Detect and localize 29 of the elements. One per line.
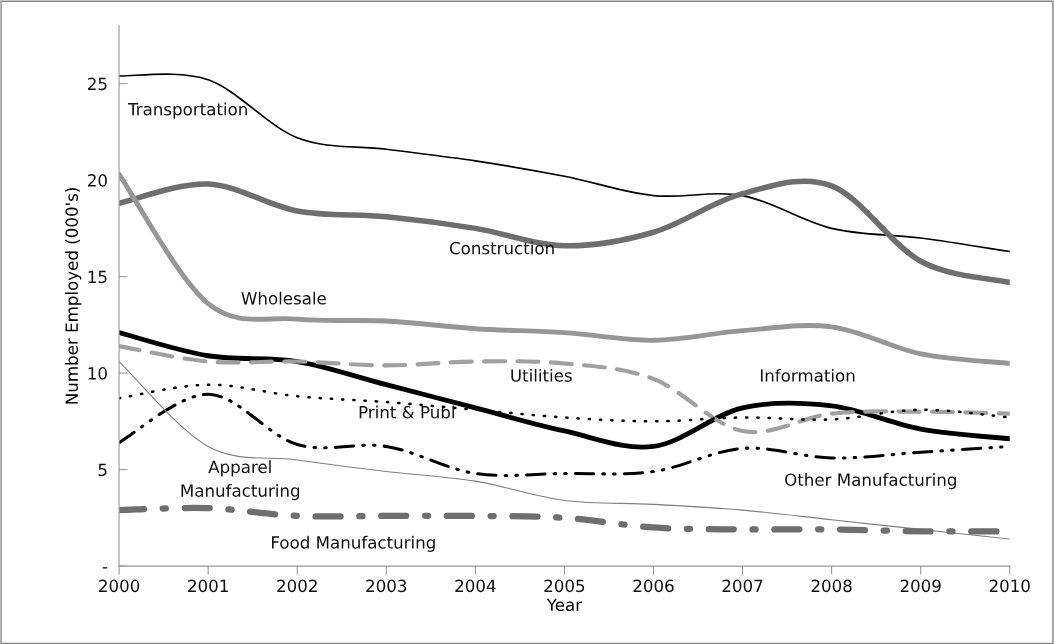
x-tick-label: 2006 [633,579,674,593]
x-tick-label: 2010 [989,579,1030,593]
series-label: Print & Publ [359,405,454,419]
x-tick-label: 2007 [722,579,763,593]
line-series [119,330,1010,450]
y-tick-label: 25 [88,77,107,91]
series-label: Food Manufacturing [272,535,435,552]
x-tick-label: 2004 [455,579,496,593]
x-tick-label: 2005 [544,579,585,593]
y-tick-label: - [102,567,108,569]
series-label: Utilities [511,368,572,382]
y-tick-label: 10 [88,367,107,380]
x-axis-title: Year [546,598,583,612]
x-tick-label: 2008 [811,579,852,593]
series-label: Information [760,368,855,382]
series-label: Wholesale [241,291,326,305]
x-tick-label: 2009 [900,579,941,593]
series-label: Construction [449,241,554,255]
series-label: Other Manufacturing [785,473,956,490]
x-tick-label: 2003 [366,579,407,593]
x-tick-label: 2001 [188,579,228,593]
x-tick-label: 2000 [99,579,140,593]
series-label: Apparel Manufacturing [181,460,300,501]
x-tick-label: 2002 [277,579,317,593]
y-axis-title: Number Employed (000's) [65,188,82,404]
series-label: Transportation [127,102,247,119]
y-tick-label: 20 [88,174,107,187]
y-tick-label: 15 [88,270,107,284]
y-tick-label: 5 [98,463,107,477]
